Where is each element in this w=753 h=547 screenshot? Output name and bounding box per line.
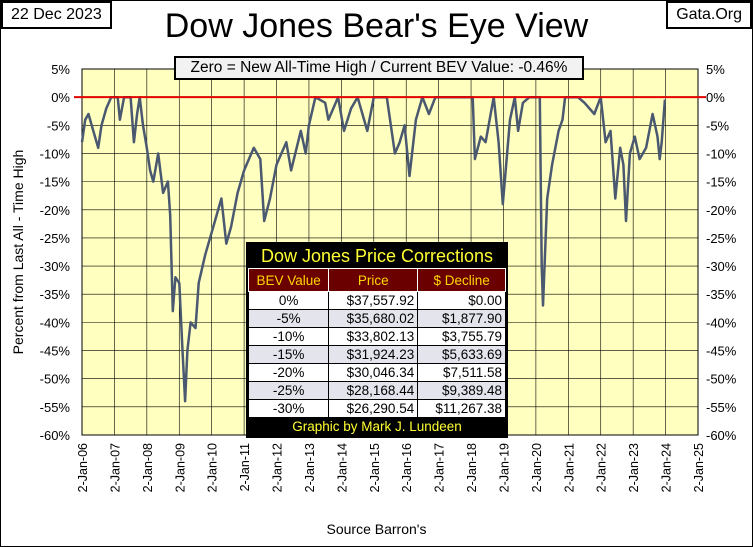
- x-tick-label: 2-Jan-10: [206, 443, 220, 492]
- col-header: Price: [328, 268, 419, 292]
- y-tick-label-right: -10%: [706, 146, 737, 161]
- x-tick-label: 2-Jan-06: [76, 443, 90, 492]
- y-tick-label-right: 5%: [706, 62, 725, 77]
- x-tick-label: 2-Jan-22: [595, 443, 609, 492]
- y-tick-label-right: -20%: [706, 203, 737, 218]
- table-cell: $7,511.58: [417, 363, 506, 382]
- table-row: -5% $35,680.02 $1,877.90: [247, 309, 506, 328]
- x-tick-label: 2-Jan-23: [627, 443, 641, 492]
- y-tick-label-left: -15%: [40, 175, 71, 190]
- table-cell: $35,680.02: [328, 309, 419, 328]
- y-tick-label-left: -20%: [40, 203, 71, 218]
- y-tick-label-left: -25%: [40, 231, 71, 246]
- table-row: -20% $30,046.34 $7,511.58: [247, 363, 506, 382]
- y-tick-label-right: 0%: [706, 90, 725, 105]
- table-cell: $30,046.34: [328, 363, 419, 382]
- y-tick-label-left: -50%: [40, 372, 71, 387]
- y-tick-label-right: -45%: [706, 344, 737, 359]
- x-tick-label: 2-Jan-13: [303, 443, 317, 492]
- table-cell: -20%: [247, 363, 330, 382]
- y-tick-label-left: -55%: [40, 400, 71, 415]
- x-tick-label: 2-Jan-15: [368, 443, 382, 492]
- table-cell: -30%: [247, 399, 330, 418]
- y-tick-label-left: 0%: [51, 90, 70, 105]
- y-tick-label-left: -45%: [40, 344, 71, 359]
- series-line: [80, 95, 667, 403]
- table-cell: $37,557.92: [328, 291, 419, 310]
- table-cell: -5%: [247, 309, 330, 328]
- y-tick-label-left: -35%: [40, 287, 71, 302]
- y-axis-label: Percent from Last All - Time High: [10, 149, 26, 355]
- x-axis-label: Source Barron's: [326, 521, 427, 537]
- col-header: BEV Value: [247, 268, 330, 292]
- site-label: Gata.Org: [666, 1, 752, 29]
- table-cell: 0%: [247, 291, 330, 310]
- price-corrections-table: Dow Jones Price Corrections BEV Value Pr…: [246, 242, 508, 438]
- x-tick-label: 2-Jan-12: [271, 443, 285, 492]
- x-tick-label: 2-Jan-14: [335, 443, 349, 492]
- x-tick-label: 2-Jan-21: [562, 443, 576, 492]
- x-tick-label: 2-Jan-11: [238, 443, 252, 491]
- table-row: -10% $33,802.13 $3,755.79: [247, 327, 506, 346]
- table-cell: $11,267.38: [417, 399, 506, 418]
- table-cell: $1,877.90: [417, 309, 506, 328]
- col-header: $ Decline: [417, 268, 506, 292]
- table-title: Dow Jones Price Corrections: [260, 246, 494, 266]
- x-tick-label: 2-Jan-24: [660, 443, 674, 492]
- chart-subtitle: Zero = New All-Time High / Current BEV V…: [174, 56, 584, 80]
- x-tick-label: 2-Jan-18: [465, 443, 479, 492]
- x-tick-label: 2-Jan-20: [530, 443, 544, 492]
- table-cell: $5,633.69: [417, 345, 506, 364]
- table-cell: $26,290.54: [328, 399, 419, 418]
- y-tick-label-right: -5%: [706, 118, 730, 133]
- y-tick-label-right: -60%: [706, 428, 737, 443]
- table-cell: $28,168.44: [328, 381, 419, 400]
- y-tick-label-right: -55%: [706, 400, 737, 415]
- x-tick-label: 2-Jan-07: [108, 443, 122, 492]
- y-tick-label-right: -30%: [706, 259, 737, 274]
- table-cell: $31,924.23: [328, 345, 419, 364]
- table-cell: -10%: [247, 327, 330, 346]
- x-tick-label: 2-Jan-09: [173, 443, 187, 492]
- y-tick-label-left: 5%: [51, 62, 70, 77]
- table-row: 0% $37,557.92 $0.00: [247, 291, 506, 310]
- x-tick-label: 2-Jan-17: [433, 443, 447, 492]
- y-tick-label-right: -35%: [706, 287, 737, 302]
- table-cell: $9,389.48: [417, 381, 506, 400]
- y-tick-label-left: -30%: [40, 259, 71, 274]
- x-tick-label: 2-Jan-16: [400, 443, 414, 492]
- table-header-row: BEV Value Price $ Decline: [247, 268, 506, 292]
- table-cell: -15%: [247, 345, 330, 364]
- date-label: 22 Dec 2023: [1, 1, 112, 29]
- y-tick-label-right: -15%: [706, 175, 737, 190]
- y-tick-label-left: -60%: [40, 428, 71, 443]
- y-tick-label-right: -25%: [706, 231, 737, 246]
- table-row: -30% $26,290.54 $11,267.38: [247, 399, 506, 418]
- table-cell: $33,802.13: [328, 327, 419, 346]
- x-tick-label: 2-Jan-19: [497, 443, 511, 492]
- table-cell: -25%: [247, 381, 330, 400]
- y-tick-label-right: -40%: [706, 315, 737, 330]
- table-footer: Graphic by Mark J. Lundeen: [292, 419, 462, 434]
- table-row: -25% $28,168.44 $9,389.48: [247, 381, 506, 400]
- x-tick-label: 2-Jan-25: [692, 443, 706, 492]
- chart-title: Dow Jones Bear's Eye View: [164, 7, 589, 45]
- y-tick-label-left: -5%: [47, 118, 71, 133]
- table-cell: $0.00: [417, 291, 506, 310]
- y-tick-label-left: -10%: [40, 146, 71, 161]
- table-cell: $3,755.79: [417, 327, 506, 346]
- table-row: -15% $31,924.23 $5,633.69: [247, 345, 506, 364]
- y-tick-label-right: -50%: [706, 372, 737, 387]
- y-tick-label-left: -40%: [40, 315, 71, 330]
- x-tick-label: 2-Jan-08: [141, 443, 155, 492]
